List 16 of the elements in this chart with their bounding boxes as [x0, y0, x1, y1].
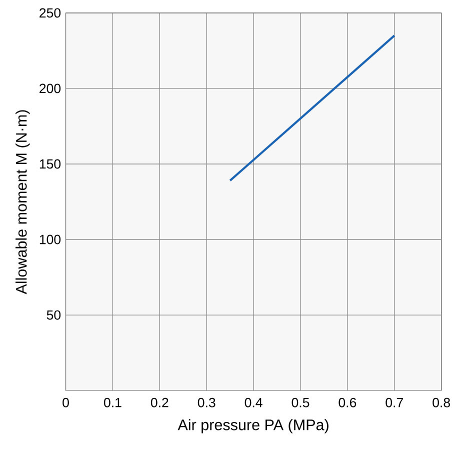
y-tick-label: 200	[40, 84, 61, 94]
x-tick-label: 0.2	[150, 398, 168, 408]
y-tick-label: 250	[40, 8, 61, 18]
y-tick-label: 50	[46, 310, 61, 320]
y-tick-label: 100	[40, 234, 61, 244]
x-tick-label: 0.7	[386, 398, 403, 408]
x-tick-label: 0.5	[292, 398, 310, 408]
x-tick-label: 0.4	[244, 398, 262, 408]
x-tick-label: 0.6	[338, 398, 356, 408]
x-tick-label: 0.3	[198, 398, 216, 408]
x-tick-label: 0.8	[432, 398, 450, 408]
y-tick-label: 150	[40, 159, 61, 169]
x-tick-label: 0	[62, 398, 69, 408]
x-axis-title: Air pressure PA (MPa)	[178, 418, 328, 434]
y-axis-title: Allowable moment M (N·m)	[16, 110, 30, 294]
x-tick-label: 0.1	[104, 398, 122, 408]
